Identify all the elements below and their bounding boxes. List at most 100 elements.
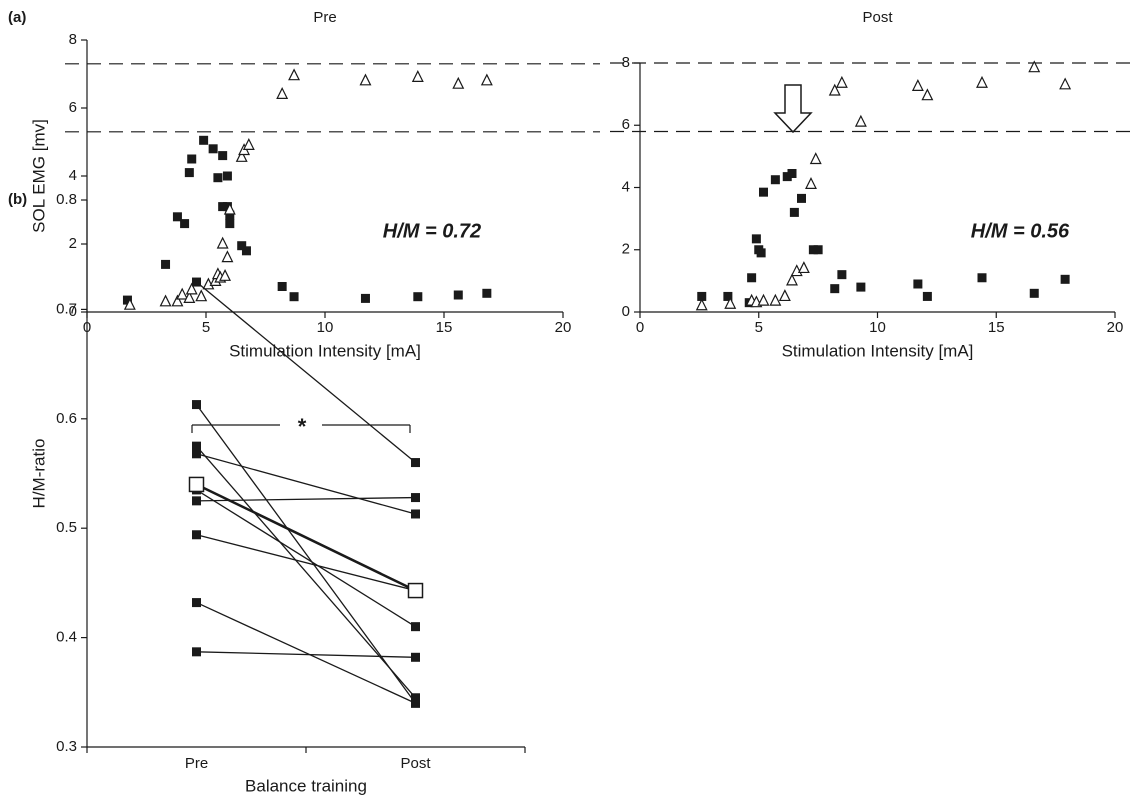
square-marker bbox=[789, 207, 799, 217]
subject-line bbox=[196, 281, 416, 464]
subject-line bbox=[195, 483, 417, 592]
triangle-marker bbox=[411, 70, 424, 82]
square-marker bbox=[411, 698, 420, 708]
triangle-marker bbox=[835, 75, 848, 88]
square-marker bbox=[222, 202, 232, 212]
square-marker bbox=[289, 292, 299, 302]
square-marker bbox=[1060, 274, 1070, 284]
square-marker bbox=[1029, 288, 1039, 298]
panel-label: (a) bbox=[8, 9, 26, 26]
y-axis-label: H/M-ratio bbox=[29, 439, 48, 509]
triangle-marker bbox=[724, 296, 737, 309]
x-tick-label: 5 bbox=[202, 319, 210, 336]
x-tick-label: 0 bbox=[636, 319, 644, 336]
square-marker bbox=[837, 270, 847, 280]
x-tick-label: 15 bbox=[436, 319, 453, 336]
y-tick-label: 0.5 bbox=[56, 519, 77, 536]
triangle-marker bbox=[921, 88, 934, 101]
square-marker bbox=[413, 292, 423, 302]
triangle-marker bbox=[757, 293, 770, 306]
triangle-marker bbox=[480, 73, 493, 86]
arrow bbox=[773, 84, 813, 134]
triangle-marker bbox=[171, 294, 184, 307]
panel-title: Post bbox=[862, 9, 893, 26]
subject-line bbox=[196, 496, 416, 502]
y-tick-label: 8 bbox=[69, 31, 77, 48]
triangle-marker bbox=[809, 152, 822, 165]
triangle-marker bbox=[235, 149, 248, 162]
square-marker bbox=[192, 441, 201, 451]
x-tick-label: 20 bbox=[555, 319, 572, 336]
square-marker bbox=[697, 291, 707, 301]
square-marker bbox=[747, 273, 757, 283]
square-marker bbox=[237, 241, 247, 251]
triangle-marker bbox=[219, 268, 232, 281]
square-marker bbox=[759, 187, 768, 197]
square-marker bbox=[184, 168, 194, 178]
square-marker bbox=[192, 647, 201, 657]
y-tick-label: 4 bbox=[69, 167, 77, 184]
mean-marker bbox=[188, 476, 205, 493]
y-tick-label: 4 bbox=[622, 178, 630, 195]
square-marker bbox=[813, 245, 823, 255]
triangle-marker bbox=[452, 76, 465, 89]
triangle-marker bbox=[1028, 60, 1041, 73]
triangle-marker bbox=[828, 83, 841, 96]
square-marker bbox=[122, 295, 132, 305]
triangle-marker bbox=[854, 114, 867, 127]
square-marker bbox=[192, 496, 201, 506]
square-marker bbox=[213, 173, 223, 183]
square-marker bbox=[411, 509, 420, 519]
triangle-marker bbox=[242, 138, 255, 150]
triangle-marker bbox=[805, 177, 817, 189]
square-marker bbox=[856, 282, 866, 292]
square-marker bbox=[208, 144, 218, 154]
square-marker bbox=[723, 291, 733, 301]
square-marker bbox=[411, 652, 420, 662]
annotation: H/M = 0.72 bbox=[383, 220, 481, 242]
x-tick-label: Pre bbox=[185, 755, 208, 772]
square-marker bbox=[756, 248, 766, 258]
x-axis-label: Stimulation Intensity [mA] bbox=[782, 341, 974, 360]
square-marker bbox=[913, 279, 923, 289]
y-tick-label: 0.7 bbox=[56, 300, 77, 317]
y-tick-label: 2 bbox=[69, 235, 77, 252]
mean-marker bbox=[407, 582, 424, 599]
square-marker bbox=[411, 693, 420, 703]
square-marker bbox=[192, 598, 201, 608]
square-marker bbox=[411, 458, 420, 468]
square-marker bbox=[830, 284, 840, 294]
subject-line bbox=[196, 602, 416, 704]
x-axis-label: Stimulation Intensity [mA] bbox=[229, 341, 421, 360]
triangle-marker bbox=[223, 202, 236, 215]
significance-bracket bbox=[191, 424, 411, 433]
square-marker bbox=[192, 449, 201, 459]
y-tick-label: 0.8 bbox=[56, 191, 77, 208]
x-tick-label: 10 bbox=[317, 319, 334, 336]
triangle-marker bbox=[797, 261, 810, 274]
square-marker bbox=[411, 493, 420, 503]
square-marker bbox=[187, 154, 197, 164]
square-marker bbox=[192, 277, 201, 287]
panel-label: (b) bbox=[8, 191, 27, 208]
square-marker bbox=[770, 175, 780, 185]
triangle-marker bbox=[778, 289, 791, 302]
square-marker bbox=[199, 135, 209, 145]
triangle-marker bbox=[359, 73, 372, 86]
y-tick-label: 0.6 bbox=[56, 410, 77, 427]
square-marker bbox=[977, 273, 987, 283]
triangle-marker bbox=[176, 287, 189, 300]
y-tick-label: 0.4 bbox=[56, 629, 77, 646]
square-marker bbox=[808, 245, 818, 255]
square-marker bbox=[192, 530, 201, 540]
square-marker bbox=[751, 234, 761, 244]
square-marker bbox=[218, 202, 228, 212]
y-tick-label: 0 bbox=[69, 303, 77, 320]
annotation: * bbox=[298, 414, 307, 439]
y-tick-label: 0 bbox=[622, 303, 630, 320]
x-axis-label: Balance training bbox=[245, 776, 367, 795]
square-marker bbox=[411, 622, 420, 632]
triangle-marker bbox=[195, 289, 208, 302]
square-marker bbox=[922, 291, 932, 301]
